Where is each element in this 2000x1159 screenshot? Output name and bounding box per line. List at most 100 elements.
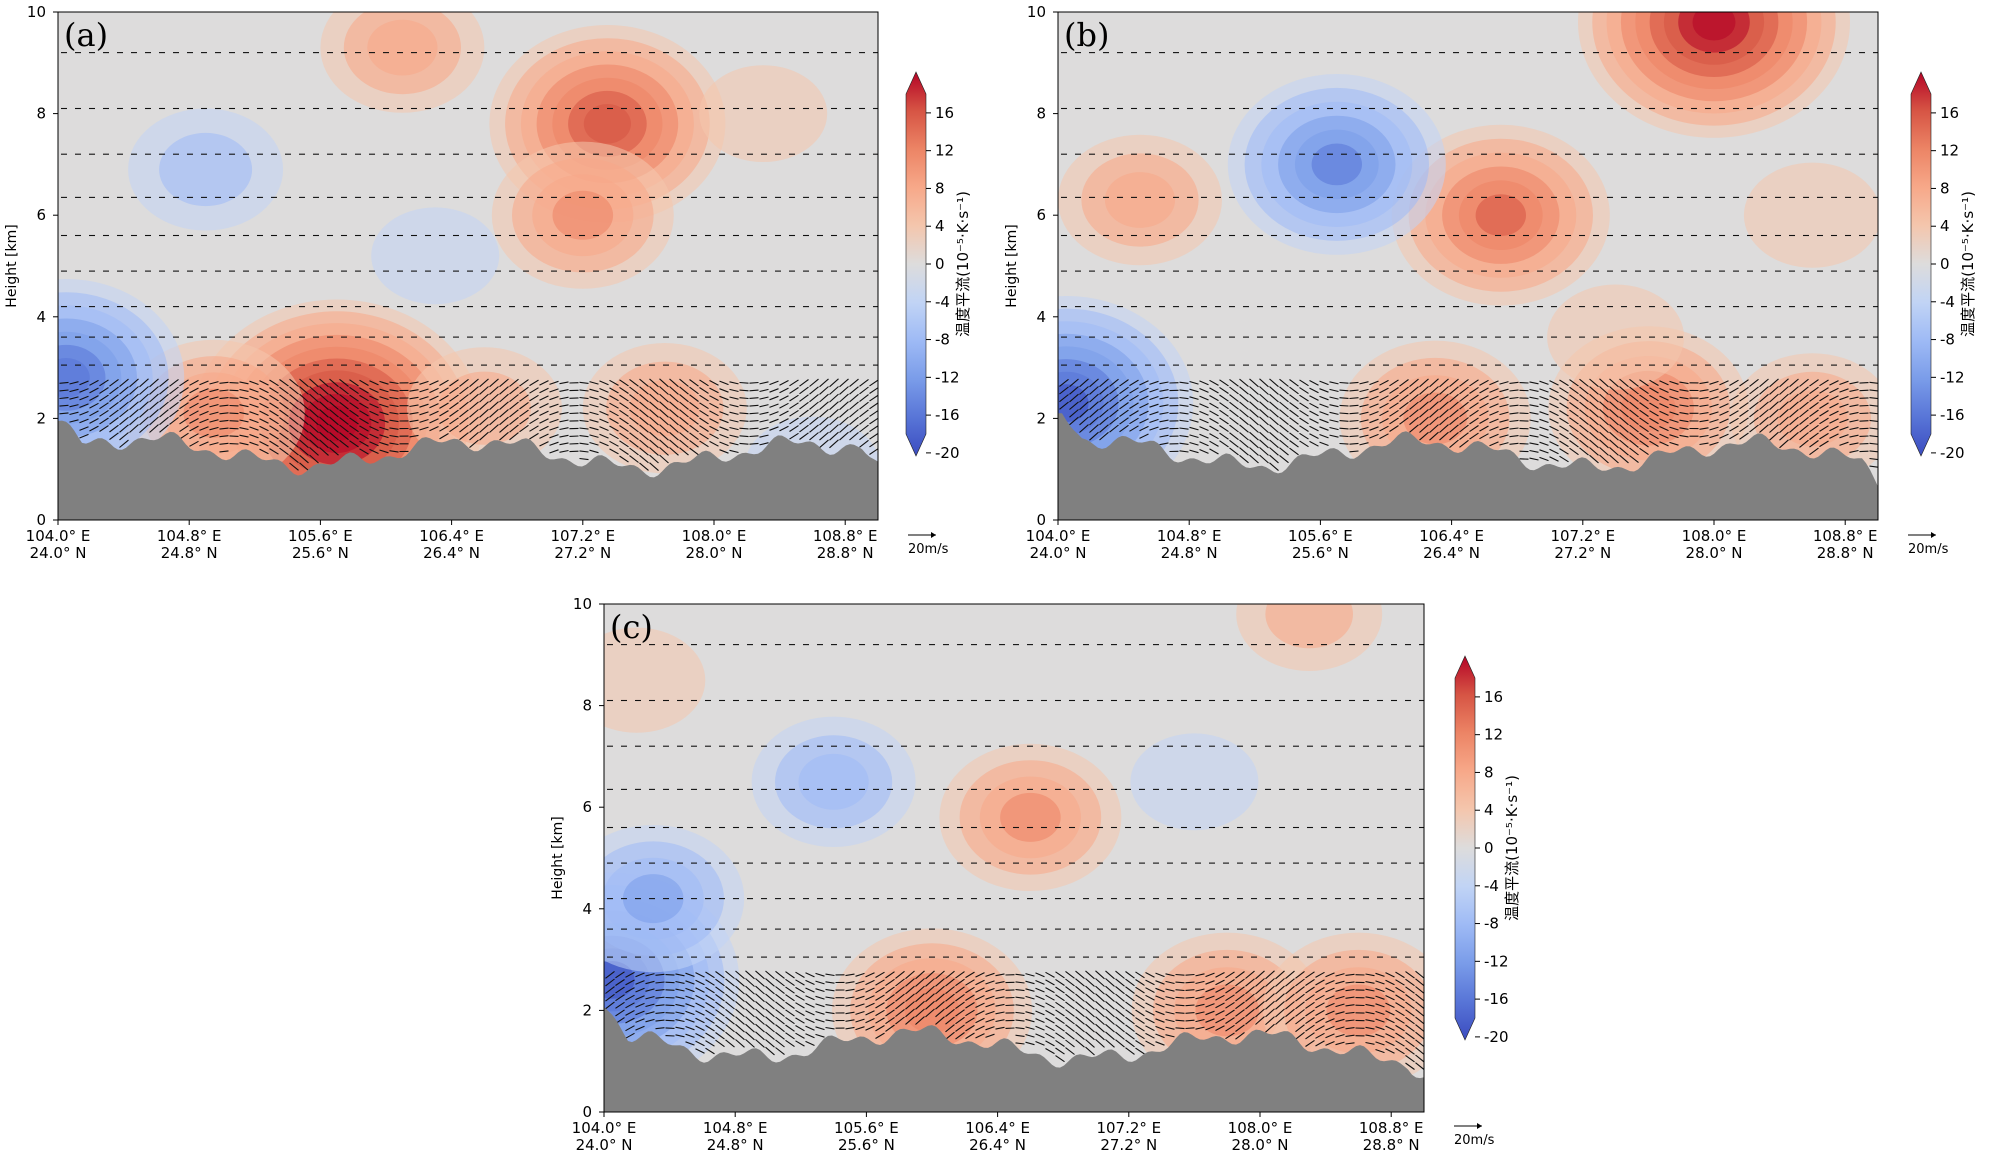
wind-vector <box>589 441 599 446</box>
wind-vector <box>99 409 109 417</box>
wind-vector <box>1279 432 1289 441</box>
wind-vector <box>1359 442 1369 446</box>
wind-vector <box>705 986 715 994</box>
wind-vector <box>1119 409 1129 418</box>
wind-vector <box>829 416 839 426</box>
wind-vector <box>1055 986 1065 994</box>
y-tick-label: 2 <box>36 409 46 427</box>
wind-vector <box>1239 409 1249 418</box>
wind-vector <box>1379 433 1389 440</box>
wind-vector <box>609 448 619 455</box>
colorbar-label: 温度平流(10⁻⁵·K·s⁻¹) <box>1959 191 1977 337</box>
wind-vector <box>1739 409 1749 417</box>
wind-vector <box>129 408 139 418</box>
wind-vector <box>1459 439 1469 448</box>
wind-vector <box>189 433 199 440</box>
wind-vector <box>1175 973 1185 976</box>
wind-vector <box>805 1025 815 1031</box>
wind-vector <box>1415 1054 1424 1063</box>
wind-vector <box>955 993 965 1002</box>
wind-vector <box>139 386 149 395</box>
wind-vector <box>629 409 639 418</box>
wind-vector <box>1275 970 1285 980</box>
wind-vector <box>439 387 449 394</box>
wind-vector <box>1869 457 1878 461</box>
wind-vector <box>705 1032 715 1040</box>
wind-vector <box>1579 439 1589 448</box>
wind-vector <box>1679 419 1689 423</box>
wind-vector <box>1809 394 1819 402</box>
wind-vector <box>239 434 249 438</box>
wind-vector <box>1115 1031 1125 1040</box>
wind-vector <box>739 381 749 384</box>
wind-vector <box>1215 1010 1225 1016</box>
wind-vector <box>1679 412 1689 415</box>
wind-vector <box>849 378 859 388</box>
wind-vector <box>1869 435 1878 438</box>
wind-vector <box>1165 988 1175 992</box>
wind-vector <box>1509 435 1519 438</box>
wind-vector <box>219 404 229 407</box>
wind-vector <box>639 424 649 433</box>
wind-vector <box>1339 381 1349 384</box>
wind-vector <box>1359 388 1369 393</box>
wind-vector <box>1819 379 1829 387</box>
wind-vector <box>1789 401 1799 411</box>
wind-vector <box>509 424 519 433</box>
wind-vector <box>389 389 399 392</box>
wind-vector <box>815 1018 825 1023</box>
wind-vector <box>69 396 79 400</box>
wind-vector <box>209 388 219 393</box>
wind-vector <box>489 401 499 411</box>
wind-vector <box>1239 401 1249 410</box>
wind-vector <box>199 395 209 401</box>
wind-vector <box>1639 440 1649 448</box>
wind-vector <box>1839 388 1849 393</box>
wind-vector <box>1335 980 1345 985</box>
wind-vector <box>1259 446 1269 456</box>
contour-blob <box>1692 12 1736 41</box>
wind-vector <box>1385 1048 1395 1054</box>
colorbar-tick-label: 8 <box>1940 179 1950 197</box>
wind-vector <box>755 970 765 980</box>
wind-vector <box>1135 971 1145 979</box>
wind-vector <box>1229 417 1239 425</box>
wind-vector <box>1609 416 1619 426</box>
wind-vector <box>1449 378 1459 388</box>
wind-vector <box>449 409 459 417</box>
wind-vector <box>79 388 89 393</box>
wind-vector <box>799 386 809 395</box>
wind-vector <box>549 449 559 454</box>
wind-vector <box>985 1018 995 1023</box>
wind-vector <box>1849 419 1859 423</box>
wind-vector <box>1189 449 1199 454</box>
wind-vector <box>1849 404 1859 408</box>
wind-vector <box>639 462 649 471</box>
wind-vector <box>655 989 665 992</box>
colorbar-tick-label: -8 <box>1484 915 1499 933</box>
wind-vector <box>379 426 389 431</box>
wind-vector <box>1319 380 1329 386</box>
wind-vector <box>1115 985 1125 995</box>
wind-vector <box>705 1002 715 1009</box>
wind-vector <box>1185 981 1195 984</box>
wind-vector <box>1315 1002 1325 1009</box>
wind-vector <box>709 380 719 386</box>
wind-vector <box>1559 448 1569 455</box>
wind-vector <box>695 1040 705 1047</box>
reference-vector: 20m/s <box>908 532 949 557</box>
wind-vector <box>1209 395 1219 402</box>
wind-vector <box>289 401 299 410</box>
wind-vector <box>859 432 869 441</box>
wind-vector <box>819 439 829 449</box>
wind-vector <box>1255 970 1265 980</box>
wind-vector <box>995 981 1005 984</box>
wind-vector <box>1499 434 1509 438</box>
wind-vector <box>609 440 619 447</box>
wind-vector <box>1145 1010 1155 1016</box>
wind-vector <box>1165 973 1175 977</box>
wind-vector <box>209 434 219 438</box>
wind-vector <box>629 401 639 410</box>
wind-vector <box>785 1024 795 1032</box>
